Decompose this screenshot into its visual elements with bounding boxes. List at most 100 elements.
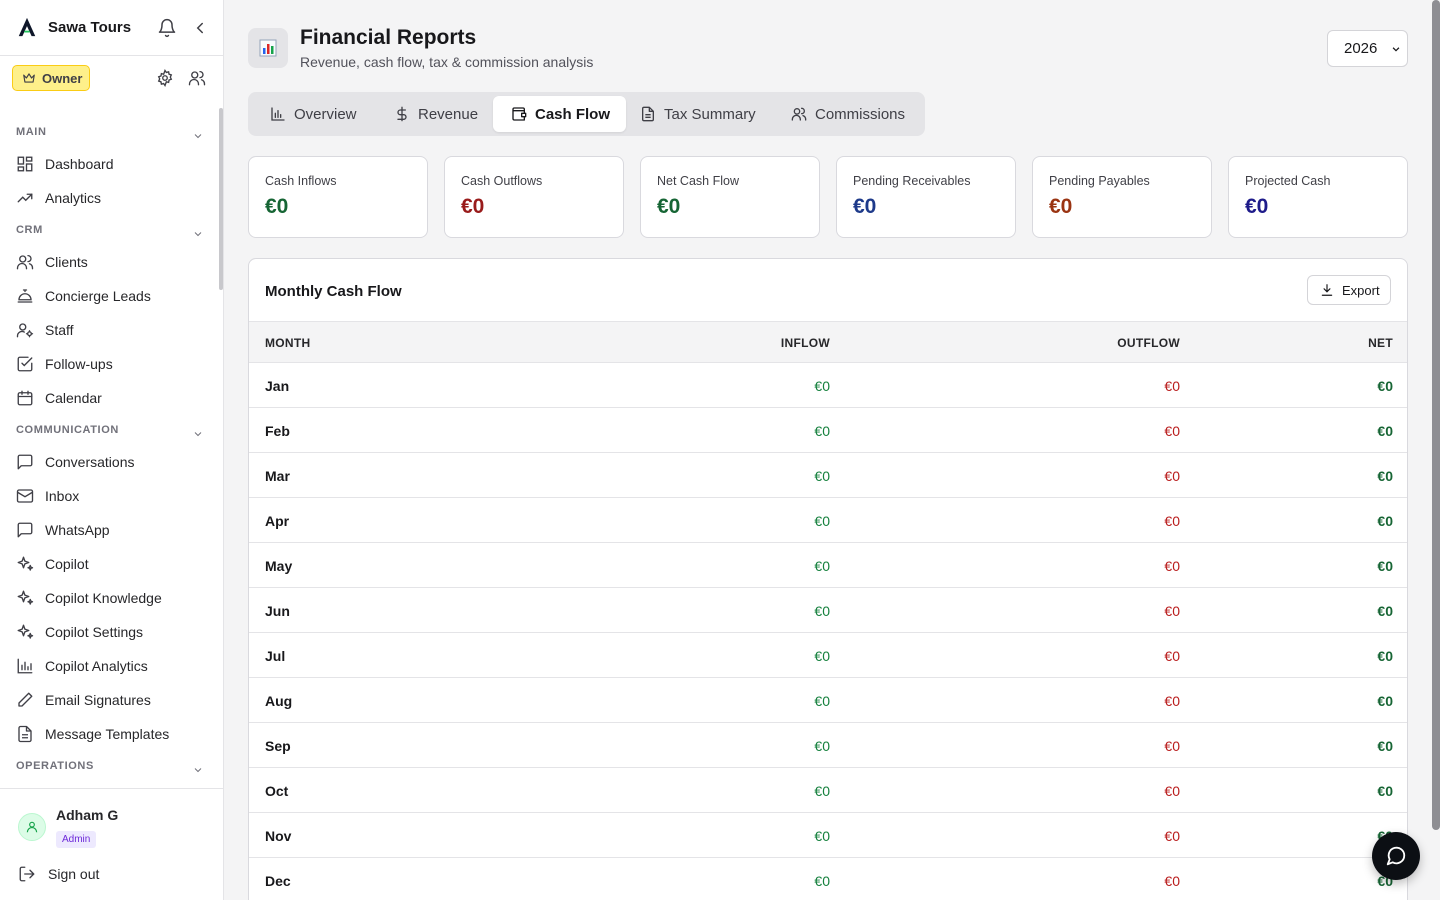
tab-label: Revenue bbox=[418, 105, 479, 123]
cell-net: €0 bbox=[1377, 603, 1393, 619]
avatar[interactable] bbox=[18, 813, 46, 841]
section-label: OPERATIONS bbox=[16, 760, 94, 772]
table-header: MONTH INFLOW OUTFLOW NET bbox=[249, 321, 1407, 363]
chevron-down-icon bbox=[194, 232, 202, 237]
table-row: Jun €0 €0 €0 bbox=[249, 588, 1407, 633]
sidebar-scrollbar[interactable] bbox=[219, 108, 223, 290]
cell-net: €0 bbox=[1377, 378, 1393, 394]
cell-month: Jul bbox=[265, 648, 286, 664]
tab-overview[interactable]: Overview bbox=[252, 96, 373, 132]
sidebar-item-clients[interactable]: Clients bbox=[8, 246, 210, 278]
section-operations[interactable]: OPERATIONS bbox=[16, 760, 206, 780]
cell-outflow: €0 bbox=[1164, 873, 1180, 889]
year-select[interactable]: 2026 bbox=[1327, 30, 1408, 67]
users-icon[interactable] bbox=[188, 69, 206, 87]
sidebar-item-label: Copilot Knowledge bbox=[45, 590, 162, 606]
sidebar-item-calendar[interactable]: Calendar bbox=[8, 382, 210, 414]
gear-icon[interactable] bbox=[156, 69, 174, 87]
column-header-outflow[interactable]: OUTFLOW bbox=[1117, 336, 1180, 350]
sidebar-item-copilot-analytics[interactable]: Copilot Analytics bbox=[8, 650, 210, 682]
sidebar-item-follow-ups[interactable]: Follow-ups bbox=[8, 348, 210, 380]
tab-commissions[interactable]: Commissions bbox=[773, 96, 921, 132]
tab-tax-summary[interactable]: Tax Summary bbox=[622, 96, 772, 132]
wallet-icon bbox=[512, 107, 527, 121]
cell-month: May bbox=[265, 558, 293, 574]
role-bar: Owner bbox=[0, 56, 223, 100]
sidebar-item-label: Staff bbox=[45, 322, 74, 338]
bar-chart-icon bbox=[17, 658, 33, 674]
cell-month: Jan bbox=[265, 378, 290, 394]
sidebar-item-dashboard[interactable]: Dashboard bbox=[8, 148, 210, 180]
sidebar-item-label: Copilot Analytics bbox=[45, 658, 148, 674]
sidebar-item-conversations[interactable]: Conversations bbox=[8, 446, 210, 478]
mail-icon bbox=[16, 489, 34, 503]
cell-inflow: €0 bbox=[814, 558, 830, 574]
sidebar-item-copilot-settings[interactable]: Copilot Settings bbox=[8, 616, 210, 648]
tab-revenue[interactable]: Revenue bbox=[376, 96, 494, 132]
column-header-net[interactable]: NET bbox=[1368, 336, 1393, 350]
card-label: Pending Payables bbox=[1049, 174, 1150, 188]
user-cog-icon bbox=[16, 323, 34, 338]
cell-month: Feb bbox=[265, 423, 290, 439]
sidebar-item-concierge-leads[interactable]: Concierge Leads bbox=[8, 280, 210, 312]
cell-month: Dec bbox=[265, 873, 291, 889]
trending-up-icon bbox=[17, 193, 33, 203]
cell-inflow: €0 bbox=[814, 513, 830, 529]
column-header-month[interactable]: MONTH bbox=[265, 336, 311, 350]
table-row: Jul €0 €0 €0 bbox=[249, 633, 1407, 678]
monthly-cash-flow-card: Monthly Cash Flow Export MONTH INFLOW OU… bbox=[248, 258, 1408, 900]
sidebar-item-label: WhatsApp bbox=[45, 522, 110, 538]
card-label: Projected Cash bbox=[1245, 174, 1331, 188]
app-name: Sawa Tours bbox=[48, 19, 132, 36]
sidebar-item-label: Copilot bbox=[45, 556, 89, 572]
sidebar-item-copilot-knowledge[interactable]: Copilot Knowledge bbox=[8, 582, 210, 614]
sign-out-label: Sign out bbox=[48, 866, 100, 882]
sidebar-item-label: Follow-ups bbox=[45, 356, 113, 372]
crown-icon bbox=[23, 73, 35, 83]
card-cash-outflows: Cash Outflows €0 bbox=[444, 156, 624, 238]
sidebar-item-inbox[interactable]: Inbox bbox=[8, 480, 210, 512]
card-value: €0 bbox=[1245, 195, 1269, 218]
app-logo-icon bbox=[18, 17, 36, 37]
chevron-down-icon bbox=[1392, 47, 1400, 52]
cell-outflow: €0 bbox=[1164, 513, 1180, 529]
download-icon bbox=[1321, 284, 1333, 296]
bar-chart-icon bbox=[259, 39, 277, 57]
card-label: Net Cash Flow bbox=[657, 174, 739, 188]
bell-icon[interactable] bbox=[157, 18, 177, 38]
card-label: Pending Receivables bbox=[853, 174, 971, 188]
cell-inflow: €0 bbox=[814, 783, 830, 799]
collapse-sidebar-icon[interactable] bbox=[191, 19, 209, 37]
section-label: MAIN bbox=[16, 126, 47, 138]
section-label: CRM bbox=[16, 224, 43, 236]
sidebar-item-staff[interactable]: Staff bbox=[8, 314, 210, 346]
sparkles-icon bbox=[17, 590, 34, 605]
tab-label: Cash Flow bbox=[535, 105, 611, 123]
calendar-icon bbox=[17, 390, 33, 406]
sidebar-item-copilot[interactable]: Copilot bbox=[8, 548, 210, 580]
sidebar-item-label: Copilot Settings bbox=[45, 624, 144, 640]
cell-inflow: €0 bbox=[814, 378, 830, 394]
sidebar-item-analytics[interactable]: Analytics bbox=[8, 182, 210, 214]
section-crm[interactable]: CRM bbox=[16, 224, 206, 244]
chat-button[interactable] bbox=[1372, 832, 1420, 880]
card-projected-cash: Projected Cash €0 bbox=[1228, 156, 1408, 238]
cell-outflow: €0 bbox=[1164, 783, 1180, 799]
sign-out-button[interactable]: Sign out bbox=[18, 865, 99, 883]
sidebar-item-whatsapp[interactable]: WhatsApp bbox=[8, 514, 210, 546]
section-communication[interactable]: COMMUNICATION bbox=[16, 424, 206, 444]
column-header-inflow[interactable]: INFLOW bbox=[780, 336, 830, 350]
users-icon bbox=[791, 107, 807, 121]
card-net-cash-flow: Net Cash Flow €0 bbox=[640, 156, 820, 238]
sidebar-item-email-signatures[interactable]: Email Signatures bbox=[8, 684, 210, 716]
sidebar-item-message-templates[interactable]: Message Templates bbox=[8, 718, 210, 750]
export-button[interactable]: Export bbox=[1307, 275, 1391, 305]
cell-inflow: €0 bbox=[814, 468, 830, 484]
tab-cash-flow[interactable]: Cash Flow bbox=[493, 96, 627, 132]
cell-inflow: €0 bbox=[814, 603, 830, 619]
table-row: Feb €0 €0 €0 bbox=[249, 408, 1407, 453]
cell-net: €0 bbox=[1377, 648, 1393, 664]
section-main[interactable]: MAIN bbox=[16, 126, 206, 146]
cell-net: €0 bbox=[1377, 693, 1393, 709]
page-scrollbar[interactable] bbox=[1432, 0, 1440, 830]
